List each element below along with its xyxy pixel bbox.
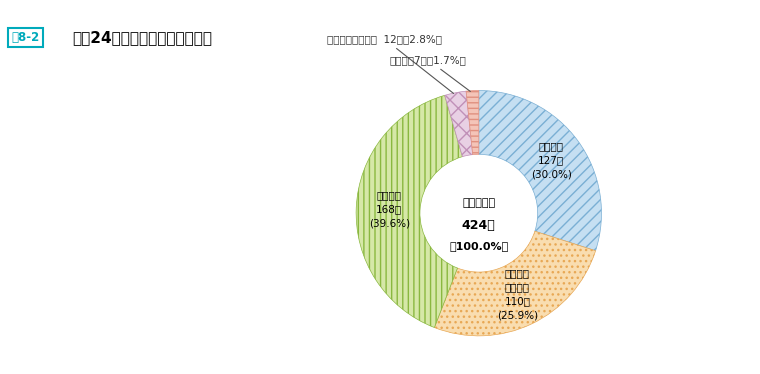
Wedge shape <box>356 95 462 328</box>
Wedge shape <box>435 231 596 336</box>
Wedge shape <box>479 91 601 251</box>
Text: 国際連合
127人
(30.0%): 国際連合 127人 (30.0%) <box>530 141 572 180</box>
Text: 平成24年度末派遣先機関別状況: 平成24年度末派遣先機関別状況 <box>72 30 212 45</box>
Text: 派遣者総数: 派遣者総数 <box>462 198 496 208</box>
Text: 図8-2: 図8-2 <box>11 31 40 44</box>
Text: 424人: 424人 <box>462 219 496 232</box>
Wedge shape <box>445 91 473 157</box>
Text: 外国政府
168人
(39.6%): 外国政府 168人 (39.6%) <box>369 190 410 228</box>
Wedge shape <box>466 91 479 154</box>
Text: 指令で定める機関  12人（2.8%）: 指令で定める機関 12人（2.8%） <box>327 34 454 94</box>
Text: 研究所　7人（1.7%）: 研究所 7人（1.7%） <box>390 55 470 92</box>
Text: その他の
国際機関
110人
(25.9%): その他の 国際機関 110人 (25.9%) <box>497 268 538 320</box>
Text: （100.0%）: （100.0%） <box>449 241 508 251</box>
